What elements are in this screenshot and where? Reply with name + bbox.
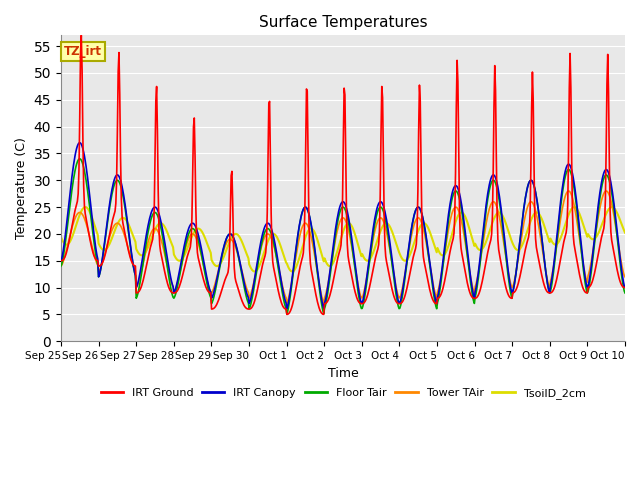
IRT Ground <box>213 301 221 307</box>
IRT Ground <box>67 228 75 234</box>
IRT Canopy <box>57 258 65 264</box>
IRT Ground <box>413 227 421 233</box>
TsoilD_2cm <box>251 269 259 275</box>
Tower TAir <box>412 216 420 222</box>
Line: TsoilD_2cm: TsoilD_2cm <box>61 207 625 272</box>
IRT Ground <box>126 253 134 259</box>
Floor Tair <box>621 290 629 296</box>
Floor Tair <box>57 263 65 269</box>
TsoilD_2cm <box>126 225 134 230</box>
IRT Ground <box>429 299 437 304</box>
Tower TAir <box>67 228 75 234</box>
X-axis label: Time: Time <box>328 367 358 380</box>
IRT Canopy <box>67 181 75 187</box>
TsoilD_2cm <box>184 246 191 252</box>
Title: Surface Temperatures: Surface Temperatures <box>259 15 428 30</box>
Tower TAir <box>429 279 436 285</box>
Floor Tair <box>67 193 75 199</box>
IRT Ground <box>283 312 291 317</box>
Line: Floor Tair: Floor Tair <box>61 159 625 314</box>
Tower TAir <box>125 249 133 255</box>
Floor Tair <box>126 240 134 246</box>
TsoilD_2cm <box>81 204 89 210</box>
TsoilD_2cm <box>621 230 629 236</box>
Tower TAir <box>602 188 610 194</box>
Line: IRT Ground: IRT Ground <box>61 36 625 314</box>
Floor Tair <box>283 311 291 317</box>
IRT Ground <box>77 33 85 38</box>
Floor Tair <box>213 279 221 285</box>
Y-axis label: Temperature (C): Temperature (C) <box>15 137 28 239</box>
Floor Tair <box>429 291 437 297</box>
TsoilD_2cm <box>413 231 421 237</box>
Tower TAir <box>621 274 629 280</box>
IRT Canopy <box>184 230 191 236</box>
IRT Canopy <box>621 285 629 290</box>
TsoilD_2cm <box>213 263 221 269</box>
IRT Canopy <box>126 239 134 244</box>
TsoilD_2cm <box>429 240 437 246</box>
IRT Ground <box>184 254 191 260</box>
Tower TAir <box>212 276 220 282</box>
IRT Canopy <box>413 205 421 211</box>
Floor Tair <box>76 156 84 162</box>
IRT Canopy <box>213 276 221 281</box>
Tower TAir <box>57 263 65 269</box>
Tower TAir <box>283 300 291 306</box>
Tower TAir <box>182 242 190 248</box>
TsoilD_2cm <box>67 237 75 242</box>
IRT Canopy <box>76 140 84 145</box>
Floor Tair <box>184 236 191 241</box>
Legend: IRT Ground, IRT Canopy, Floor Tair, Tower TAir, TsoilD_2cm: IRT Ground, IRT Canopy, Floor Tair, Towe… <box>96 383 590 403</box>
IRT Canopy <box>283 306 291 312</box>
Line: IRT Canopy: IRT Canopy <box>61 143 625 309</box>
Floor Tair <box>413 205 421 211</box>
IRT Ground <box>57 258 65 264</box>
TsoilD_2cm <box>57 234 65 240</box>
IRT Ground <box>621 285 629 290</box>
IRT Canopy <box>429 287 437 292</box>
Line: Tower TAir: Tower TAir <box>61 191 625 303</box>
Text: TZ_irt: TZ_irt <box>64 45 102 58</box>
